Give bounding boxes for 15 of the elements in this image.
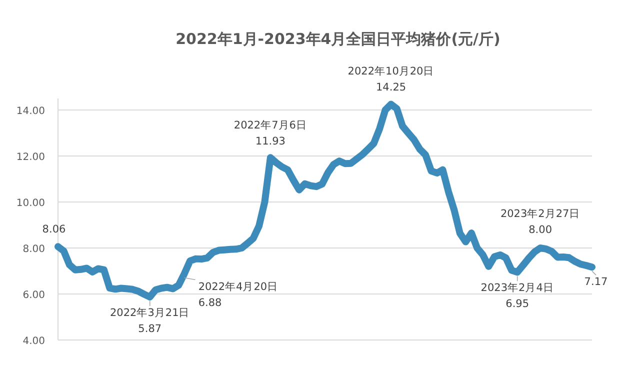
y-tick-label: 14.00 bbox=[16, 106, 45, 117]
chart-title: 2022年1月-2023年4月全国日平均猪价(元/斤) bbox=[176, 30, 500, 48]
y-tick-label: 8.00 bbox=[22, 244, 45, 255]
data-label: 8.06 bbox=[42, 224, 66, 236]
data-label: 2022年7月6日 11.93 bbox=[234, 120, 307, 148]
data-label: 2022年4月20日 6.88 bbox=[198, 280, 278, 309]
data-label: 2023年2月4日 6.95 bbox=[480, 282, 554, 310]
data-label: 2022年10月20日 14.25 bbox=[348, 65, 434, 94]
y-tick-label: 6.00 bbox=[22, 290, 45, 301]
y-tick-label: 4.00 bbox=[22, 336, 45, 347]
data-label: 7.17 bbox=[584, 276, 608, 288]
data-label: 2022年3月21日 5.87 bbox=[110, 306, 190, 335]
y-tick-label: 10.00 bbox=[16, 198, 45, 209]
y-tick-label: 12.00 bbox=[16, 152, 45, 163]
data-label: 2023年2月27日 8.00 bbox=[500, 208, 580, 236]
